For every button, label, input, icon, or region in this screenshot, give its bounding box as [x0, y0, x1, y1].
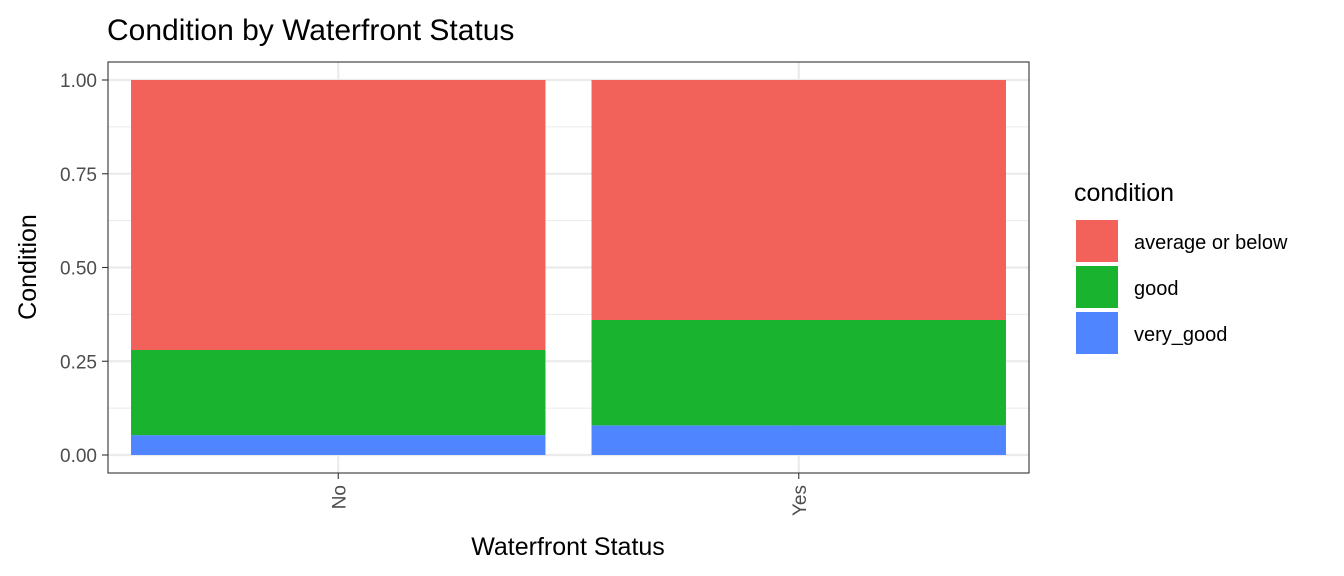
y-tick-label: 0.00	[60, 446, 97, 467]
y-axis: 0.00 0.25 0.50 0.75 1.00	[60, 71, 108, 467]
legend-label: very_good	[1134, 324, 1227, 346]
y-tick-label: 1.00	[60, 71, 97, 92]
bar-very-good-no	[131, 435, 546, 455]
legend-key	[1076, 312, 1118, 354]
chart-title: Condition by Waterfront Status	[107, 14, 514, 47]
bar-very-good-yes	[591, 425, 1006, 455]
y-tick-label: 0.75	[60, 165, 97, 186]
bars	[131, 80, 1006, 455]
legend-title: condition	[1074, 179, 1174, 207]
x-tick-label: Yes	[790, 485, 811, 516]
bar-good-no	[131, 350, 546, 436]
bar-average-or-below-yes	[591, 80, 1006, 320]
y-axis-title: Condition	[14, 214, 42, 320]
legend-label: good	[1134, 278, 1179, 300]
x-tick-label: No	[329, 485, 350, 509]
bar-average-or-below-no	[131, 80, 546, 350]
x-axis: No Yes	[329, 473, 811, 516]
y-tick-label: 0.50	[60, 259, 97, 280]
x-axis-title: Waterfront Status	[471, 533, 665, 561]
legend-key	[1076, 220, 1118, 262]
legend: condition average or below good very_good	[1074, 179, 1288, 354]
legend-key	[1076, 266, 1118, 308]
y-tick-label: 0.25	[60, 352, 97, 373]
bar-good-yes	[591, 320, 1006, 426]
legend-label: average or below	[1134, 232, 1288, 254]
